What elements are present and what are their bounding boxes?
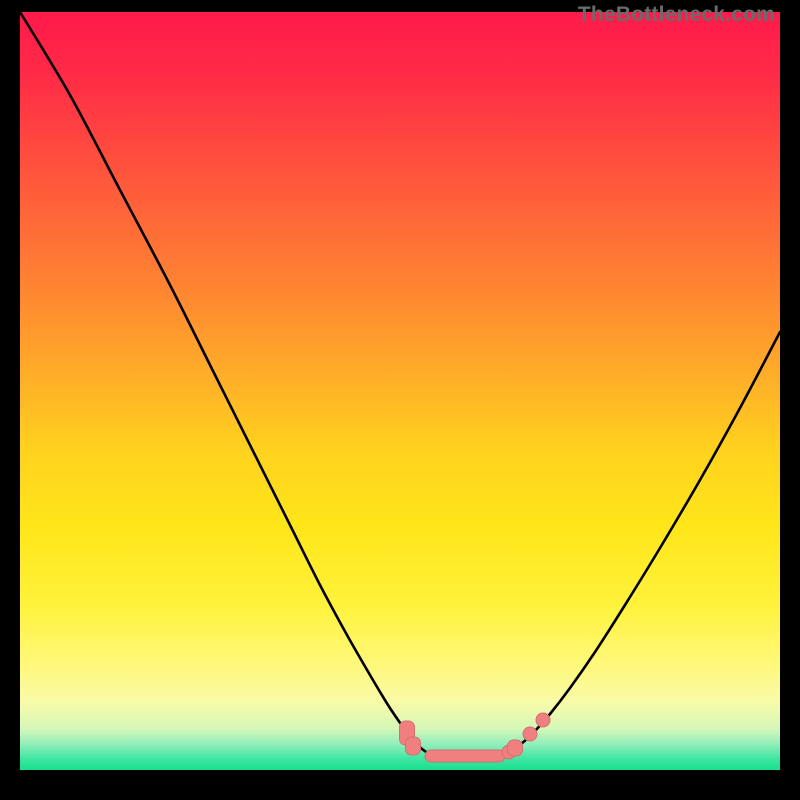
chart-stage: TheBottleneck.com <box>0 0 800 800</box>
data-markers <box>400 713 551 762</box>
watermark-text: TheBottleneck.com <box>578 3 775 27</box>
chart-svg <box>0 0 800 800</box>
plot-border <box>0 0 800 800</box>
bottleneck-curve <box>20 12 780 758</box>
